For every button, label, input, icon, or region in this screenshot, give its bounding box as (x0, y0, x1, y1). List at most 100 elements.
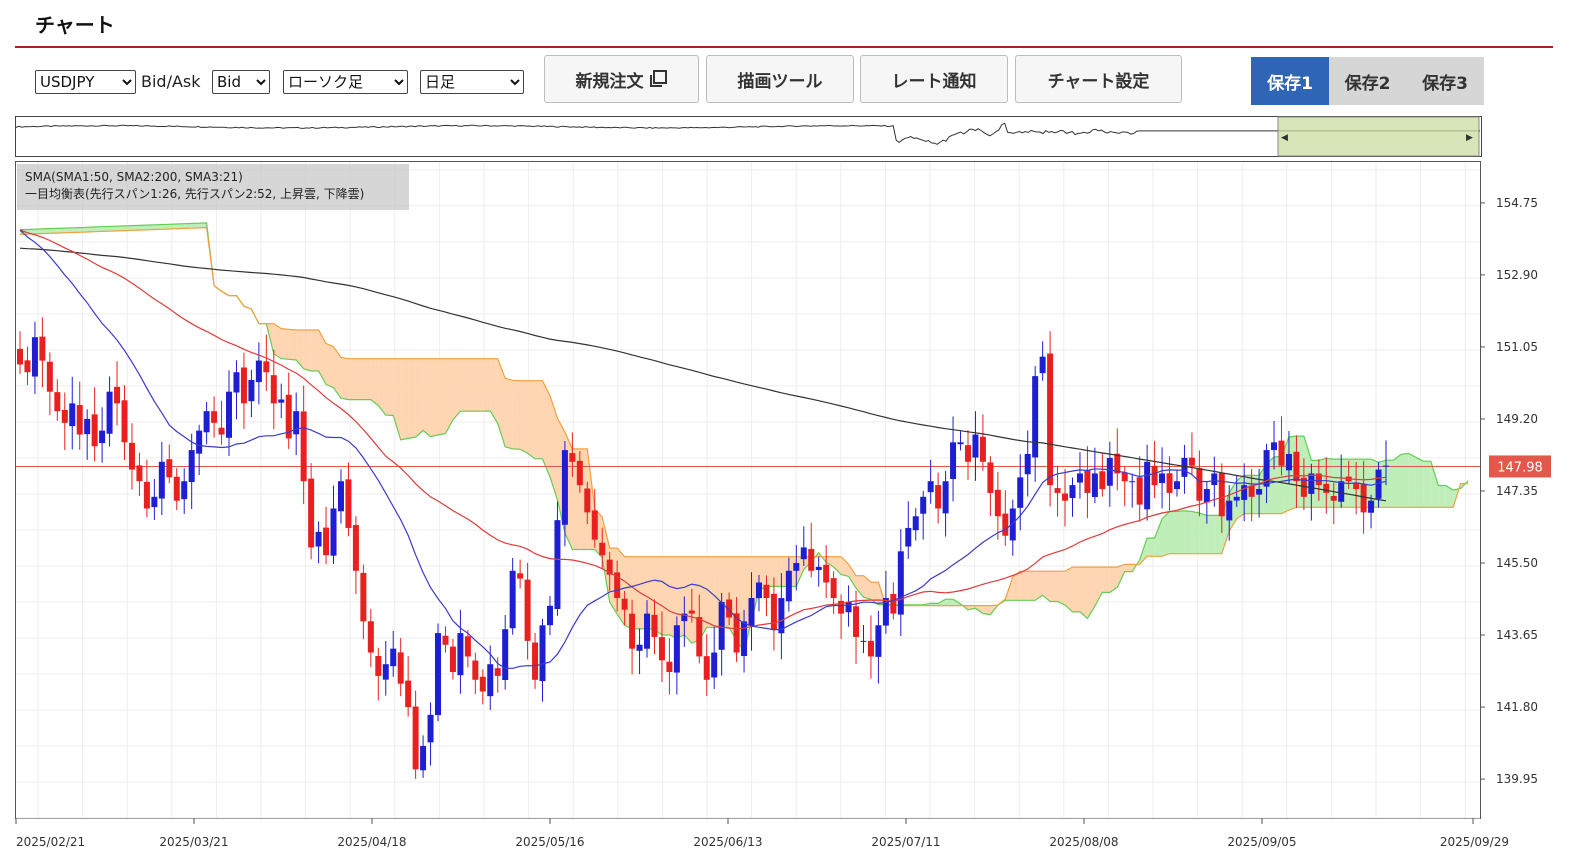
candle-body (300, 411, 307, 482)
symbol-select[interactable]: USDJPY (35, 70, 136, 94)
cloud-segment (856, 575, 864, 598)
drawing-tools-button[interactable]: 描画ツール (706, 55, 854, 103)
cloud-segment (1027, 571, 1036, 601)
candle-body (226, 391, 233, 438)
candle-body (1039, 356, 1046, 374)
cloud-segment (833, 556, 842, 575)
sma-200-line (19, 247, 1387, 502)
candle-body (166, 459, 173, 478)
candle-body (860, 640, 867, 642)
candle-body (890, 593, 897, 614)
navigator-right-arrow-icon[interactable]: ▶ (1466, 133, 1473, 143)
cloud-segment (1206, 515, 1215, 554)
y-axis-label: 143.65 (1496, 628, 1538, 642)
candle-body (360, 572, 367, 622)
candle-body (748, 598, 755, 626)
cloud-segment (154, 224, 162, 230)
candle-body (375, 656, 382, 676)
candle-body (673, 625, 680, 673)
cloud-segment (102, 226, 110, 232)
bidask-select[interactable]: Bid (212, 70, 270, 94)
candle-body (793, 562, 800, 571)
chart-area[interactable]: 154.75 152.90 151.05 149.20 147.35 145.50 143.… (0, 112, 1572, 864)
candle-body (711, 652, 718, 678)
cloud-segment (1311, 460, 1319, 508)
cloud-segment (1176, 510, 1185, 554)
candle-body (1323, 483, 1330, 493)
cloud-segment (378, 358, 386, 416)
candle-body (1054, 488, 1061, 493)
cloud-segment (602, 517, 610, 603)
candle-body (755, 582, 762, 599)
cloud-segment (1214, 515, 1222, 554)
cloud-segment (632, 556, 640, 629)
cloud-segment (460, 358, 468, 412)
chart-settings-button[interactable]: チャート設定 (1015, 55, 1182, 103)
cloud-segment (124, 225, 132, 231)
sma-50-line (19, 229, 1387, 630)
candle-body (1076, 473, 1083, 483)
cloud-segment (549, 395, 558, 500)
cloud-segment (184, 223, 192, 229)
x-axis-label: 2025/04/18 (337, 835, 406, 849)
current-price-badge (1489, 455, 1551, 478)
cloud-segment (542, 380, 550, 478)
candle-body (315, 531, 322, 547)
candle-body (1300, 477, 1307, 497)
bidask-label: Bid/Ask (141, 72, 201, 91)
candle-body (823, 564, 830, 583)
candle-body (442, 635, 449, 645)
candle-body (1106, 457, 1113, 486)
cloud-segment (1109, 567, 1118, 593)
candle-body (91, 414, 98, 447)
candle-body (972, 434, 979, 458)
candle-body (1069, 485, 1076, 499)
candle-body (31, 337, 38, 377)
candle-body (1256, 489, 1263, 495)
candle-body (875, 625, 882, 657)
cloud-segment (1102, 567, 1110, 593)
chart-type-select[interactable]: ローソク足 (283, 70, 408, 94)
candle-body (532, 642, 539, 680)
navigator-range-selector[interactable] (1277, 116, 1480, 157)
candle-body (1315, 473, 1322, 486)
cloud-segment (318, 330, 327, 385)
save-3-button[interactable]: 保存3 (1406, 57, 1484, 105)
cloud-segment (385, 358, 394, 416)
candle-body (979, 436, 986, 462)
candle-body (1293, 451, 1300, 482)
candle-body (278, 399, 285, 403)
cloud-segment (1438, 485, 1446, 508)
candle-body (599, 542, 606, 556)
cloud-segment (146, 224, 155, 230)
cloud-segment (445, 358, 453, 434)
indicator-legend: SMA(SMA1:50, SMA2:200, SMA3:21) 一目均衡表(先行… (17, 164, 409, 210)
cloud-segment (1326, 458, 1334, 508)
cloud-segment (1430, 461, 1439, 508)
new-order-button[interactable]: 新規注文 (544, 55, 699, 103)
candle-body (24, 360, 31, 373)
cloud-segment (945, 599, 954, 606)
candle-body (233, 372, 240, 393)
timeframe-select[interactable]: 日足 (420, 70, 524, 94)
cloud-segment (1079, 567, 1088, 619)
y-axis-label: 147.35 (1496, 484, 1538, 498)
candle-body (76, 405, 83, 435)
save-2-button[interactable]: 保存2 (1329, 57, 1406, 105)
candle-body (830, 578, 837, 599)
cloud-segment (1147, 538, 1155, 557)
save-1-button[interactable]: 保存1 (1251, 57, 1329, 105)
navigator-frame (15, 116, 1482, 157)
navigator-left-arrow-icon[interactable]: ◀ (1281, 133, 1288, 143)
candle-body (584, 488, 591, 513)
cloud-segment (400, 358, 409, 440)
rate-alert-button[interactable]: レート通知 (860, 55, 1008, 103)
y-axis-label: 141.80 (1496, 700, 1538, 714)
cloud-segment (430, 358, 439, 437)
cloud-segment (1445, 485, 1454, 508)
cloud-segment (49, 228, 58, 234)
chart-svg[interactable]: 154.75 152.90 151.05 149.20 147.35 145.50 143.… (0, 112, 1572, 864)
candle-body (800, 547, 807, 560)
candle-body (397, 652, 404, 684)
candle-body (1166, 473, 1173, 493)
